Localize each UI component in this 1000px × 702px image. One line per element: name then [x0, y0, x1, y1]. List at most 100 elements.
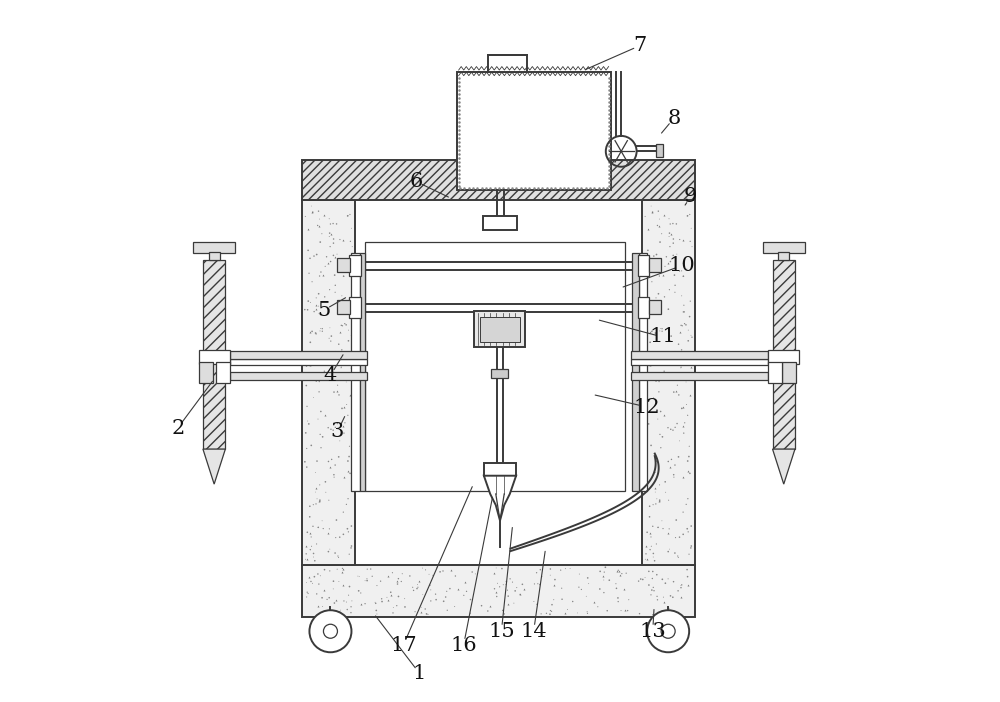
- Point: [638, 548, 654, 559]
- Point: [652, 429, 668, 440]
- Point: [490, 578, 506, 589]
- Point: [306, 306, 322, 317]
- Point: [341, 441, 357, 452]
- Point: [504, 576, 520, 588]
- Point: [647, 303, 663, 314]
- Point: [669, 249, 685, 260]
- Point: [680, 335, 696, 346]
- Point: [680, 571, 696, 582]
- Point: [665, 592, 681, 603]
- Point: [667, 279, 683, 291]
- Point: [670, 585, 686, 597]
- Point: [300, 371, 316, 382]
- Point: [667, 286, 683, 298]
- Point: [447, 601, 463, 612]
- Point: [336, 428, 352, 439]
- Point: [647, 483, 663, 494]
- Point: [675, 270, 691, 282]
- Point: [304, 371, 320, 383]
- Point: [369, 609, 385, 620]
- Point: [336, 271, 352, 282]
- Point: [673, 368, 689, 379]
- Point: [311, 288, 327, 299]
- Point: [328, 515, 344, 526]
- Bar: [216, 362, 230, 383]
- Point: [316, 210, 332, 221]
- Point: [298, 369, 314, 380]
- Point: [665, 425, 681, 436]
- Point: [652, 495, 668, 506]
- Point: [438, 591, 454, 602]
- Point: [322, 543, 338, 555]
- Point: [333, 362, 349, 373]
- Point: [482, 601, 498, 612]
- Point: [306, 548, 322, 559]
- Point: [307, 486, 323, 498]
- Point: [652, 323, 668, 334]
- Point: [642, 501, 658, 512]
- Point: [652, 325, 668, 336]
- Point: [326, 387, 342, 398]
- Point: [644, 326, 660, 337]
- Point: [337, 306, 353, 317]
- Point: [442, 583, 458, 594]
- Point: [312, 429, 328, 440]
- Point: [507, 585, 523, 597]
- Point: [435, 565, 451, 576]
- Point: [663, 331, 679, 342]
- Point: [323, 331, 339, 342]
- Point: [639, 401, 655, 412]
- Point: [632, 608, 648, 619]
- Point: [546, 579, 562, 590]
- Point: [620, 605, 636, 616]
- Bar: [457, 72, 611, 190]
- Point: [314, 515, 330, 526]
- Point: [299, 553, 315, 564]
- Point: [498, 579, 514, 590]
- Point: [423, 584, 439, 595]
- Point: [328, 595, 344, 606]
- Point: [680, 579, 696, 590]
- Point: [311, 496, 327, 507]
- Point: [669, 418, 685, 429]
- Bar: [337, 300, 350, 314]
- Point: [644, 276, 660, 287]
- Point: [676, 428, 692, 439]
- Point: [640, 296, 656, 307]
- Point: [647, 486, 663, 498]
- Point: [301, 350, 317, 361]
- Point: [338, 319, 354, 331]
- Point: [467, 569, 483, 580]
- Point: [411, 576, 427, 587]
- Point: [651, 213, 667, 225]
- Point: [672, 265, 688, 277]
- Point: [680, 526, 696, 538]
- Point: [480, 605, 496, 616]
- Bar: [484, 463, 516, 476]
- Point: [645, 582, 661, 593]
- Point: [512, 589, 528, 600]
- Point: [315, 357, 331, 368]
- Circle shape: [323, 624, 337, 638]
- Point: [300, 588, 316, 599]
- Bar: [768, 350, 799, 364]
- Point: [306, 352, 322, 364]
- Point: [313, 442, 329, 453]
- Point: [297, 211, 313, 222]
- Point: [544, 606, 560, 617]
- Point: [542, 563, 558, 574]
- Point: [317, 359, 333, 371]
- Point: [415, 589, 431, 600]
- Point: [344, 331, 360, 343]
- Point: [557, 563, 573, 574]
- Point: [487, 583, 503, 595]
- Point: [673, 591, 689, 602]
- Point: [683, 520, 699, 531]
- Point: [390, 578, 406, 590]
- Point: [676, 306, 692, 317]
- Point: [645, 392, 661, 403]
- Point: [546, 594, 562, 605]
- Point: [639, 443, 655, 454]
- Point: [643, 201, 659, 212]
- Point: [642, 373, 658, 384]
